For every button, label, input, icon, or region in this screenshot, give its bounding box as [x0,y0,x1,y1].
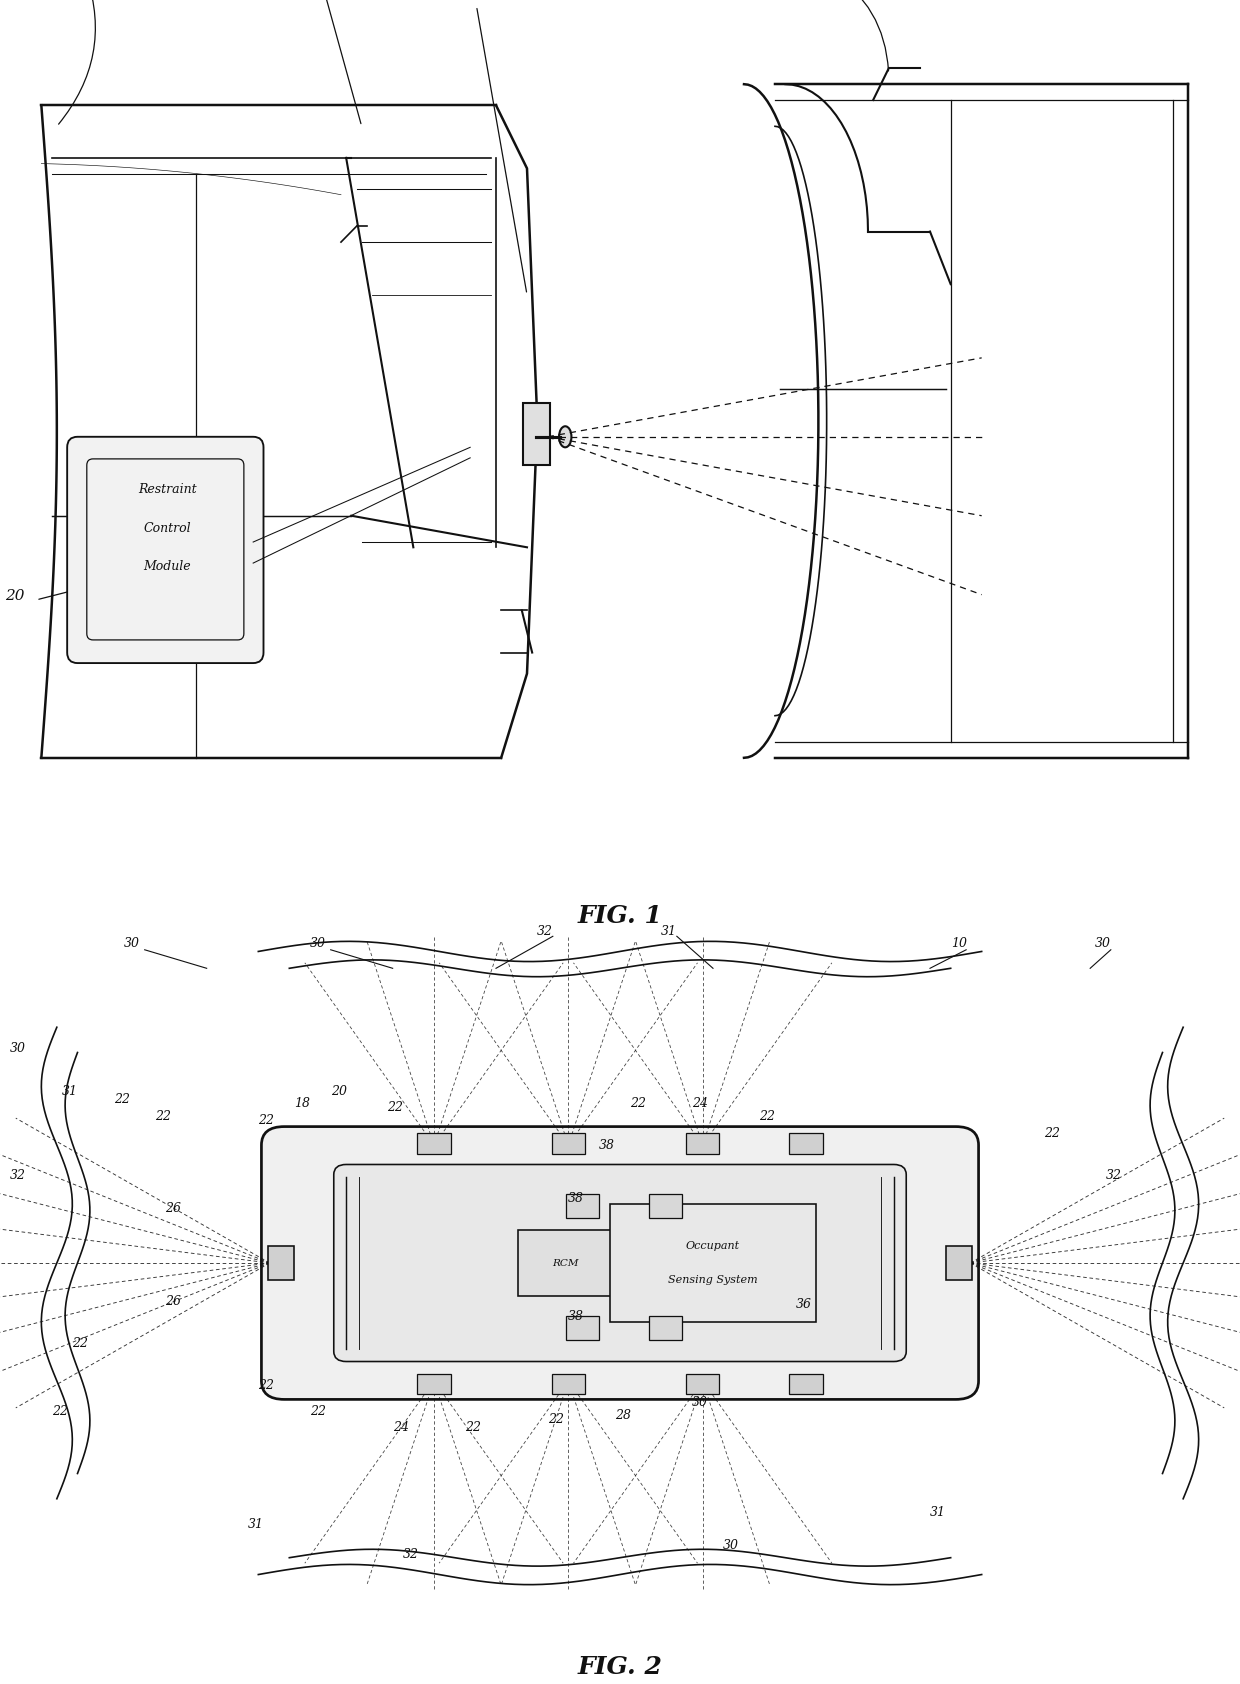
Ellipse shape [559,426,572,448]
Text: 22: 22 [72,1337,88,1351]
FancyBboxPatch shape [567,1194,599,1219]
Text: Restraint: Restraint [138,483,197,495]
Text: 22: 22 [114,1093,130,1106]
Text: Sensing System: Sensing System [668,1275,758,1285]
Text: 31: 31 [930,1505,946,1519]
Text: 32: 32 [537,925,553,938]
Text: 28: 28 [615,1410,631,1421]
FancyBboxPatch shape [686,1133,719,1154]
FancyBboxPatch shape [262,1127,978,1399]
Text: FIG. 2: FIG. 2 [578,1655,662,1679]
FancyBboxPatch shape [552,1374,585,1394]
Text: 30: 30 [310,938,326,950]
Text: 22: 22 [1044,1127,1060,1140]
Text: 18: 18 [295,1098,310,1110]
Text: Occupant: Occupant [686,1241,740,1251]
FancyBboxPatch shape [523,402,549,465]
FancyBboxPatch shape [418,1374,450,1394]
FancyBboxPatch shape [517,1229,614,1297]
Text: 30: 30 [723,1539,739,1553]
Text: 22: 22 [258,1115,274,1127]
Text: 31: 31 [62,1084,78,1098]
Text: 24: 24 [393,1421,409,1435]
Text: 22: 22 [548,1413,564,1426]
FancyBboxPatch shape [790,1133,822,1154]
Text: 26: 26 [165,1295,181,1308]
Text: 32: 32 [10,1169,26,1182]
Text: 22: 22 [52,1404,68,1418]
Text: 26: 26 [165,1202,181,1216]
Text: 31: 31 [248,1519,264,1531]
Text: 30: 30 [1095,938,1111,950]
FancyBboxPatch shape [418,1133,450,1154]
Text: 22: 22 [759,1110,775,1123]
FancyBboxPatch shape [649,1317,682,1340]
Text: Module: Module [144,559,191,573]
Text: 22: 22 [465,0,527,291]
Text: 32: 32 [1106,1169,1122,1182]
Text: 22: 22 [630,1098,646,1110]
Text: 12: 12 [806,0,889,71]
FancyBboxPatch shape [567,1317,599,1340]
FancyBboxPatch shape [945,1246,972,1280]
Text: 22: 22 [258,1379,274,1393]
Text: 22: 22 [310,1404,326,1418]
Text: 31: 31 [661,925,677,938]
FancyBboxPatch shape [790,1374,822,1394]
Text: 10: 10 [951,938,967,950]
Text: 10: 10 [58,0,95,125]
Text: 30: 30 [692,1396,708,1410]
Text: 36: 36 [796,1298,812,1310]
Text: 24: 24 [692,1098,708,1110]
Text: 18: 18 [310,0,361,123]
Text: 22: 22 [465,1421,481,1435]
Text: 30: 30 [124,938,140,950]
Text: Control: Control [144,522,191,536]
Text: 38: 38 [599,1140,615,1152]
FancyBboxPatch shape [67,436,263,663]
Text: 22: 22 [155,1110,171,1123]
Text: 20: 20 [331,1084,347,1098]
Text: 30: 30 [10,1042,26,1056]
FancyBboxPatch shape [610,1204,816,1322]
FancyBboxPatch shape [552,1133,585,1154]
FancyBboxPatch shape [649,1194,682,1219]
Text: FIG. 1: FIG. 1 [578,904,662,928]
Text: 20: 20 [5,589,25,603]
Text: 22: 22 [387,1101,403,1115]
Text: 38: 38 [568,1310,584,1324]
Text: 32: 32 [403,1548,419,1561]
FancyBboxPatch shape [334,1165,906,1361]
FancyBboxPatch shape [686,1374,719,1394]
Text: 38: 38 [568,1192,584,1204]
FancyBboxPatch shape [268,1246,294,1280]
Text: RCM: RCM [553,1258,579,1268]
